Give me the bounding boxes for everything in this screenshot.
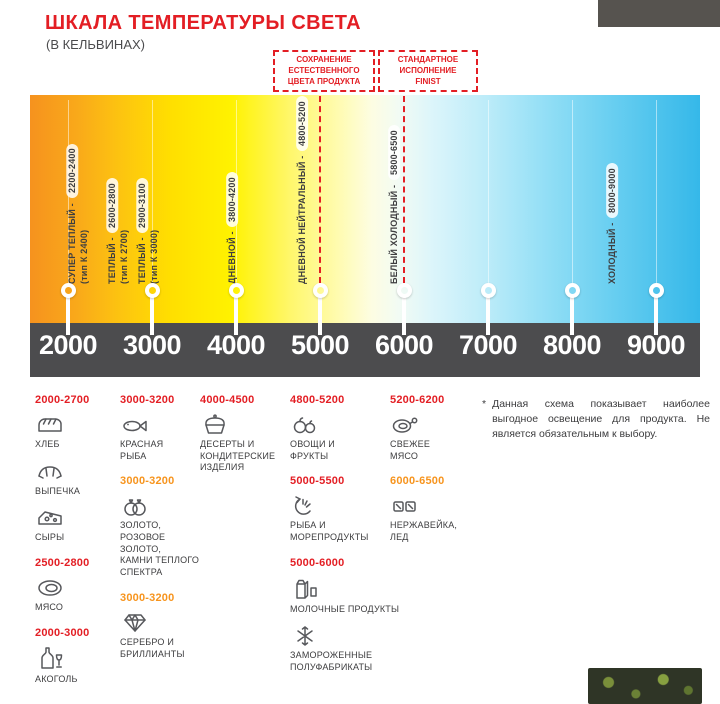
zone-label-warm-3000: ТЕПЛЫЙ - 2900-3100 (тип К 3000) [136, 94, 170, 284]
food-item: РЫБА И МОРЕПРОДУКТЫ [290, 494, 385, 543]
food-item-label: МЯСО [35, 602, 64, 613]
range-label: 2000-2700 [35, 394, 90, 406]
seafood-icon [294, 496, 311, 516]
food-item-label: ВЫПЕЧКА [35, 485, 81, 496]
axis-tick: 9000 [626, 330, 686, 360]
food-item: ХЛЕБ [35, 413, 115, 451]
range-label: 3000-3200 [120, 475, 175, 488]
food-item: АКОГОЛЬ [35, 646, 115, 686]
food-item-label: ЗОЛОТО, РОЗОВОЕ ЗОЛОТО, КАМНИ ТЕПЛОГО СП… [120, 520, 200, 578]
page-subtitle: (В КЕЛЬВИНАХ) [46, 37, 145, 52]
kelvin-axis-bar: 2000 3000 4000 5000 6000 7000 8000 9000 [30, 323, 700, 377]
column-gold-silver: 3000-3200 КРАСНАЯ РЫБА 3000-3200 ЗОЛОТО,… [120, 394, 200, 673]
food-item-label: ОВОЩИ И ФРУКТЫ [290, 439, 335, 461]
axis-tick: 7000 [458, 330, 518, 360]
food-item-label: ЗАМОРОЖЕННЫЕ ПОЛУФАБРИКАТЫ [290, 650, 373, 673]
fruits-icon [293, 417, 316, 434]
column-cold-products: 5200-6200 СВЕЖЕЕ МЯСО 6000-6500 НЕРЖАВЕЙ… [390, 394, 478, 557]
dashed-line-5000k [319, 86, 321, 283]
food-item-label: СЫРЫ [35, 532, 65, 543]
cheese-icon [38, 511, 62, 526]
food-item: МЯСО [35, 576, 115, 614]
axis-tick: 4000 [206, 330, 266, 360]
food-item: СЫРЫ [35, 506, 115, 544]
food-item-label: НЕРЖАВЕЙКА, ЛЕД [390, 520, 458, 543]
range-label: 3000-3200 [120, 591, 175, 604]
axis-tick: 8000 [542, 330, 602, 360]
diamond-icon [124, 614, 146, 632]
column-desserts: 4000-4500 ДЕСЕРТЫ И КОНДИТЕРСКИЕ ИЗДЕЛИЯ [200, 394, 288, 487]
rings-icon [124, 499, 146, 517]
food-item-label: РЫБА И МОРЕПРОДУКТЫ [290, 520, 369, 543]
column-warm-products: 2000-2700 ХЛЕБ ВЫПЕЧКА СЫРЫ 2500-2800 МЯ… [35, 394, 115, 698]
decorative-corner-block [598, 0, 720, 27]
snowflake-icon [297, 626, 313, 647]
food-item: ОВОЩИ И ФРУКТЫ [290, 413, 385, 462]
food-item: КРАСНАЯ РЫБА [120, 413, 200, 462]
tick-line [571, 100, 573, 283]
fresh-meat-icon [392, 417, 418, 433]
food-item: СВЕЖЕЕ МЯСО [390, 413, 478, 462]
zone-label-cool-white: БЕЛЫЙ ХОЛОДНЫЙ - 5800-6500 [388, 94, 414, 284]
food-item: НЕРЖАВЕЙКА, ЛЕД [390, 494, 478, 543]
ice-icon [393, 501, 416, 513]
zone-label-daylight: ДНЕВНОЙ - 3800-4200 [226, 94, 248, 284]
food-item-label: АКОГОЛЬ [35, 673, 78, 684]
range-label: 4000-4500 [200, 394, 255, 406]
product-photo [588, 668, 702, 704]
callout-natural-color: СОХРАНЕНИЕ ЕСТЕСТВЕННОГО ЦВЕТА ПРОДУКТА [273, 50, 375, 93]
range-label: 5000-5500 [290, 475, 345, 488]
food-item-label: СВЕЖЕЕ МЯСО [390, 439, 431, 461]
column-neutral-products: 4800-5200 ОВОЩИ И ФРУКТЫ 5000-5500 РЫБА … [290, 394, 400, 687]
axis-tick: 6000 [374, 330, 434, 360]
dashed-line-6000k [403, 86, 405, 283]
zone-label-warm-2700: ТЕПЛЫЙ - 2600-2800 (тип К 2700) [106, 94, 140, 284]
footnote-marker: * [482, 398, 487, 410]
food-item: ДЕСЕРТЫ И КОНДИТЕРСКИЕ ИЗДЕЛИЯ [200, 413, 288, 474]
bottle-icon [41, 647, 63, 669]
range-label: 2500-2800 [35, 557, 90, 570]
food-item-label: МОЛОЧНЫЕ ПРОДУКТЫ [290, 603, 400, 614]
food-item-label: ДЕСЕРТЫ И КОНДИТЕРСКИЕ ИЗДЕЛИЯ [200, 439, 276, 473]
food-item: СЕРЕБРО И БРИЛЛИАНТЫ [120, 611, 200, 660]
range-label: 5000-6000 [290, 556, 345, 569]
bread-icon [38, 418, 62, 432]
range-label: 3000-3200 [120, 394, 175, 406]
axis-tick: 3000 [122, 330, 182, 360]
food-item: МОЛОЧНЫЕ ПРОДУКТЫ [290, 576, 400, 616]
milk-icon [296, 579, 317, 599]
axis-tick: 2000 [38, 330, 98, 360]
tick-line [151, 100, 153, 283]
meat-icon [38, 580, 62, 596]
callout-finist-standard: СТАНДАРТНОЕ ИСПОЛНЕНИЕ FINIST [378, 50, 478, 93]
food-item: ЗАМОРОЖЕННЫЕ ПОЛУФАБРИКАТЫ [290, 624, 385, 673]
food-item: ВЫПЕЧКА [35, 460, 115, 498]
zone-label-super-warm: СУПЕР ТЕПЛЫЙ - 2200-2400 (тип К 2400) [66, 94, 100, 284]
range-label: 6000-6500 [390, 475, 445, 488]
range-label: 2000-3000 [35, 626, 90, 639]
footnote: * Данная схема показывает наиболее выгод… [482, 397, 710, 443]
fish-icon [123, 420, 147, 432]
tick-line [487, 100, 489, 283]
range-label: 5200-6200 [390, 394, 445, 406]
page-title: ШКАЛА ТЕМПЕРАТУРЫ СВЕТА [45, 12, 361, 34]
axis-tick: 5000 [290, 330, 350, 360]
food-item-label: ХЛЕБ [35, 439, 60, 449]
footnote-text: Данная схема показывает наиболее выгодно… [492, 398, 710, 441]
pastry-icon [38, 465, 62, 479]
tick-line [655, 100, 657, 283]
food-item-label: СЕРЕБРО И БРИЛЛИАНТЫ [120, 636, 185, 659]
cake-icon [205, 414, 225, 434]
food-item-label: КРАСНАЯ РЫБА [120, 439, 164, 461]
zone-label-cold: ХОЛОДНЫЙ - 8000-9000 [606, 94, 628, 284]
range-label: 4800-5200 [290, 394, 345, 406]
food-item: ЗОЛОТО, РОЗОВОЕ ЗОЛОТО, КАМНИ ТЕПЛОГО СП… [120, 494, 200, 578]
